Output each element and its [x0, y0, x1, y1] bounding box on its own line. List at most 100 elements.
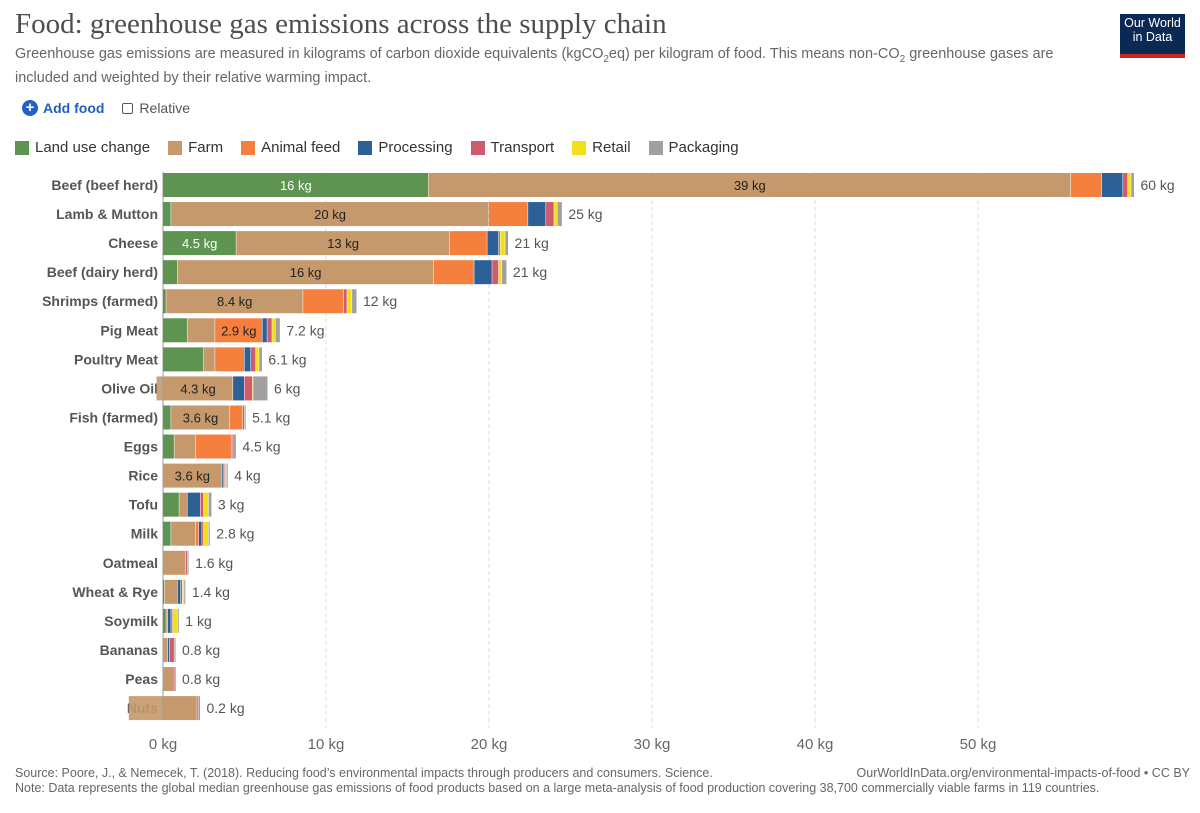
- bar-segment-land-use-change: [128, 696, 163, 721]
- bar-segment-farm: [236, 231, 450, 256]
- bar-segment-processing: [221, 463, 223, 488]
- legend-swatch: [572, 140, 587, 155]
- legend-item[interactable]: Transport: [470, 139, 555, 156]
- legend-label: Land use change: [35, 139, 151, 156]
- bar-segment-packaging: [1131, 173, 1134, 197]
- bar-segment-farm: [163, 463, 222, 488]
- total-label: 0.2 kg: [206, 700, 244, 716]
- total-label: 4.5 kg: [242, 439, 280, 455]
- category-label: Pig Meat: [100, 322, 158, 338]
- bar-segment-processing: [177, 579, 181, 604]
- source-text: Source: Poore, J., & Nemecek, T. (2018).…: [15, 766, 713, 780]
- bar-segment-transport: [1123, 173, 1128, 197]
- bar-segment-transport: [180, 579, 183, 604]
- bar-segment-animal-feed: [1070, 173, 1102, 197]
- legend-item[interactable]: Farm: [168, 139, 223, 156]
- bar-segment-animal-feed: [215, 318, 262, 343]
- bar-segment-land-use-change: [163, 318, 187, 343]
- relative-checkbox[interactable]: [122, 102, 134, 114]
- bar-segment-retail: [172, 608, 178, 633]
- bar-segment-packaging: [233, 434, 236, 459]
- bar-segment-processing: [233, 376, 244, 401]
- chart-title: Food: greenhouse gas emissions across th…: [15, 8, 667, 40]
- legend-item[interactable]: Animal feed: [241, 139, 340, 156]
- bar-segment-packaging: [198, 696, 200, 721]
- legend-item[interactable]: Retail: [572, 139, 631, 156]
- bar-segment-packaging: [253, 376, 268, 401]
- bar-segment-retail: [203, 492, 209, 517]
- add-food-button[interactable]: + Add food: [22, 100, 104, 116]
- bar-segment-farm: [166, 608, 168, 633]
- bar-segment-transport: [197, 696, 199, 721]
- bar-segment-retail: [498, 260, 502, 285]
- legend-item[interactable]: Processing: [358, 139, 453, 156]
- relative-toggle[interactable]: Relative: [122, 100, 190, 116]
- total-label: 1.4 kg: [192, 584, 230, 600]
- bar-segment-transport: [202, 521, 204, 546]
- bar-segment-transport: [169, 637, 174, 662]
- bar-segment-land-use-change: [163, 260, 178, 285]
- bar-segment-processing: [487, 231, 499, 256]
- legend-label: Animal feed: [261, 139, 341, 156]
- bar-segment-farm: [163, 550, 186, 575]
- bar-segment-animal-feed: [303, 289, 344, 314]
- bar-segment-farm: [163, 667, 174, 692]
- bar-segment-land-use-change: [163, 202, 171, 227]
- bar-segment-packaging: [352, 289, 357, 314]
- bar-segment-animal-feed: [195, 434, 231, 459]
- category-label: Wheat & Rye: [72, 584, 158, 600]
- segment-label: 16 kg: [280, 178, 312, 193]
- legend-item[interactable]: Packaging: [648, 139, 739, 156]
- bar-segment-retail: [182, 579, 184, 604]
- bar-segment-farm: [171, 521, 196, 546]
- category-label: Fish (farmed): [69, 409, 158, 425]
- total-label: 12 kg: [363, 293, 397, 309]
- bar-segment-transport: [244, 376, 253, 401]
- category-label: Lamb & Mutton: [56, 206, 158, 222]
- bar-segment-retail: [500, 231, 505, 256]
- bar-segment-transport: [251, 347, 256, 372]
- bar-segment-retail: [255, 347, 259, 372]
- bar-segment-packaging: [184, 579, 186, 604]
- bar-segment-farm: [179, 492, 187, 517]
- bar-segment-farm: [163, 696, 197, 721]
- source-link[interactable]: OurWorldInData.org/environmental-impacts…: [856, 766, 1190, 780]
- bar-segment-farm: [187, 318, 215, 343]
- bar-segment-animal-feed: [489, 202, 528, 227]
- bar-segment-farm: [163, 376, 233, 401]
- total-label: 1.6 kg: [195, 555, 233, 571]
- owid-logo[interactable]: Our World in Data: [1120, 14, 1185, 58]
- total-label: 3 kg: [218, 497, 244, 513]
- bar-segment-transport: [174, 667, 176, 692]
- bar-segment-land-use-change: [156, 376, 163, 401]
- bar-segment-land-use-change: [163, 579, 165, 604]
- x-tick-label: 50 kg: [960, 736, 997, 753]
- bar-segment-transport: [492, 260, 499, 285]
- legend-label: Processing: [378, 139, 453, 156]
- bar-segment-retail: [554, 202, 557, 227]
- bar-segment-animal-feed: [215, 347, 244, 372]
- category-label: Olive Oil: [101, 380, 158, 396]
- footer: Source: Poore, J., & Nemecek, T. (2018).…: [15, 766, 1190, 796]
- legend-item[interactable]: Land use change: [15, 139, 150, 156]
- bar-segment-retail: [252, 376, 254, 401]
- total-label: 7.2 kg: [286, 322, 324, 338]
- legend-label: Transport: [490, 139, 555, 156]
- segment-label: 3.6 kg: [175, 469, 210, 484]
- chart-subtitle: Greenhouse gas emissions are measured in…: [15, 46, 1054, 86]
- segment-label: 16 kg: [290, 265, 322, 280]
- category-label: Beef (dairy herd): [47, 264, 158, 280]
- chart-controls: + Add food Relative: [22, 100, 190, 116]
- segment-label: 13 kg: [327, 236, 359, 251]
- total-label: 21 kg: [515, 235, 549, 251]
- bar-segment-processing: [198, 521, 202, 546]
- bar-segment-animal-feed: [433, 260, 474, 285]
- total-label: 5.1 kg: [252, 409, 290, 425]
- bar-segment-farm: [171, 405, 230, 430]
- bar-segment-transport: [242, 405, 244, 430]
- legend-swatch: [470, 140, 485, 155]
- legend-label: Farm: [188, 139, 224, 156]
- legend-swatch: [168, 140, 183, 155]
- bar-segment-land-use-change: [163, 608, 166, 633]
